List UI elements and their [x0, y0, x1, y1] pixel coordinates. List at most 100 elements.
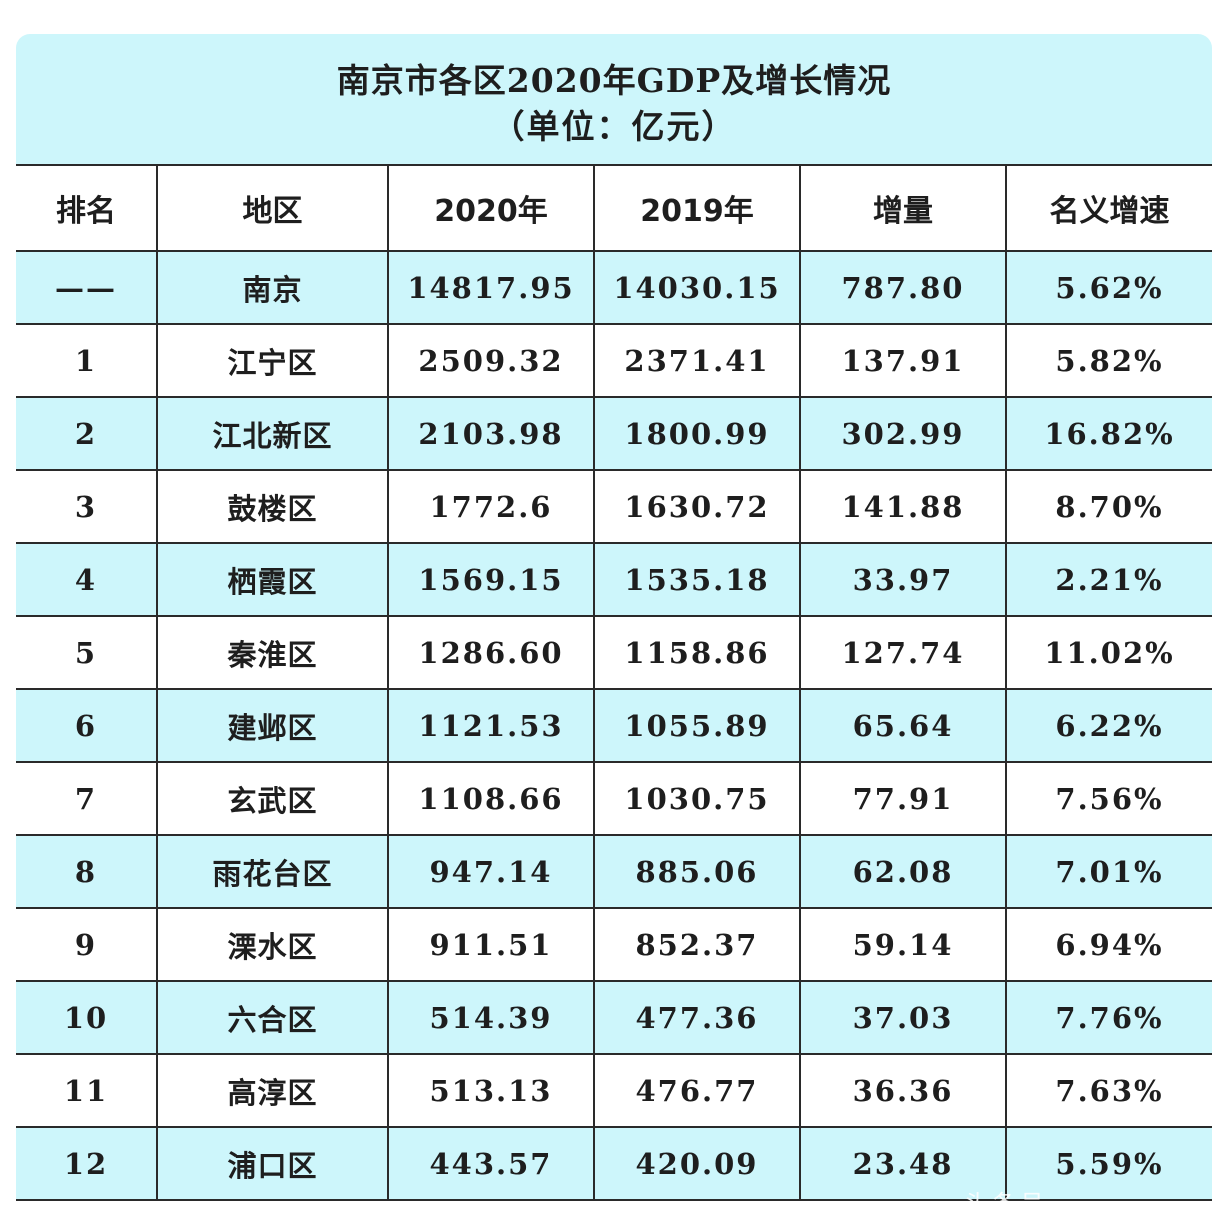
- header-2019: 2019年: [594, 166, 801, 252]
- cell-rank: 6: [16, 689, 158, 763]
- cell-rank: 2: [16, 397, 158, 471]
- header-growth: 名义增速: [1006, 166, 1212, 252]
- cell-2020: 2103.98: [388, 397, 595, 471]
- cell-rank: ——: [16, 251, 158, 325]
- cell-region: 建邺区: [157, 689, 389, 763]
- cell-2020: 443.57: [388, 1127, 595, 1201]
- cell-region: 南京: [157, 251, 389, 325]
- cell-growth: 7.63%: [1006, 1054, 1212, 1128]
- cell-region: 玄武区: [157, 762, 389, 836]
- cell-increase: 37.03: [800, 981, 1007, 1055]
- table-title: 南京市各区2020年GDP及增长情况: [336, 61, 892, 100]
- cell-2019: 14030.15: [594, 251, 801, 325]
- cell-region: 秦淮区: [157, 616, 389, 690]
- cell-increase: 137.91: [800, 324, 1007, 398]
- cell-rank: 8: [16, 835, 158, 909]
- table-row: 2 江北新区 2103.98 1800.99 302.99 16.82%: [16, 397, 1212, 471]
- cell-rank: 10: [16, 981, 158, 1055]
- cell-2020: 514.39: [388, 981, 595, 1055]
- table-row: 9 溧水区 911.51 852.37 59.14 6.94%: [16, 908, 1212, 982]
- cell-growth: 6.94%: [1006, 908, 1212, 982]
- table-body: —— 南京 14817.95 14030.15 787.80 5.62% 1 江宁区 2509.…: [16, 251, 1212, 1201]
- table-header-row: 排名 地区 2020年 2019年 增量 名义增速: [16, 166, 1212, 252]
- table-row: 12 浦口区 443.57 420.09 23.48 5.59%: [16, 1127, 1212, 1201]
- cell-growth: 5.62%: [1006, 251, 1212, 325]
- cell-region: 浦口区: [157, 1127, 389, 1201]
- cell-growth: 8.70%: [1006, 470, 1212, 544]
- cell-2020: 911.51: [388, 908, 595, 982]
- cell-2020: 1108.66: [388, 762, 595, 836]
- cell-growth: 2.21%: [1006, 543, 1212, 617]
- table-row: 11 高淳区 513.13 476.77 36.36 7.63%: [16, 1054, 1212, 1128]
- cell-2020: 1121.53: [388, 689, 595, 763]
- cell-rank: 3: [16, 470, 158, 544]
- cell-2020: 1286.60: [388, 616, 595, 690]
- cell-increase: 77.91: [800, 762, 1007, 836]
- cell-2019: 1535.18: [594, 543, 801, 617]
- table-row: 3 鼓楼区 1772.6 1630.72 141.88 8.70%: [16, 470, 1212, 544]
- cell-2019: 2371.41: [594, 324, 801, 398]
- cell-region: 高淳区: [157, 1054, 389, 1128]
- cell-increase: 23.48: [800, 1127, 1007, 1201]
- gdp-table-card: 南京市各区2020年GDP及增长情况 （单位：亿元） 排名 地区 2020年 2…: [16, 34, 1212, 1202]
- cell-2020: 947.14: [388, 835, 595, 909]
- cell-rank: 9: [16, 908, 158, 982]
- cell-increase: 787.80: [800, 251, 1007, 325]
- table-row: 5 秦淮区 1286.60 1158.86 127.74 11.02%: [16, 616, 1212, 690]
- cell-rank: 1: [16, 324, 158, 398]
- cell-2019: 852.37: [594, 908, 801, 982]
- cell-2019: 420.09: [594, 1127, 801, 1201]
- cell-2020: 14817.95: [388, 251, 595, 325]
- cell-region: 鼓楼区: [157, 470, 389, 544]
- cell-2020: 513.13: [388, 1054, 595, 1128]
- cell-increase: 33.97: [800, 543, 1007, 617]
- cell-growth: 16.82%: [1006, 397, 1212, 471]
- cell-region: 溧水区: [157, 908, 389, 982]
- cell-region: 江宁区: [157, 324, 389, 398]
- header-region: 地区: [157, 166, 389, 252]
- cell-increase: 62.08: [800, 835, 1007, 909]
- cell-2019: 1055.89: [594, 689, 801, 763]
- table-unit: （单位：亿元）: [491, 107, 737, 146]
- cell-2019: 476.77: [594, 1054, 801, 1128]
- cell-2020: 2509.32: [388, 324, 595, 398]
- cell-increase: 302.99: [800, 397, 1007, 471]
- cell-2019: 1800.99: [594, 397, 801, 471]
- cell-growth: 5.82%: [1006, 324, 1212, 398]
- table-row: 10 六合区 514.39 477.36 37.03 7.76%: [16, 981, 1212, 1055]
- table-row: —— 南京 14817.95 14030.15 787.80 5.62%: [16, 251, 1212, 325]
- cell-rank: 4: [16, 543, 158, 617]
- cell-increase: 141.88: [800, 470, 1007, 544]
- cell-2019: 1030.75: [594, 762, 801, 836]
- table-row: 7 玄武区 1108.66 1030.75 77.91 7.56%: [16, 762, 1212, 836]
- cell-2019: 477.36: [594, 981, 801, 1055]
- cell-growth: 7.01%: [1006, 835, 1212, 909]
- table-row: 8 雨花台区 947.14 885.06 62.08 7.01%: [16, 835, 1212, 909]
- cell-increase: 36.36: [800, 1054, 1007, 1128]
- header-increase: 增量: [800, 166, 1007, 252]
- cell-growth: 7.76%: [1006, 981, 1212, 1055]
- cell-increase: 65.64: [800, 689, 1007, 763]
- cell-growth: 6.22%: [1006, 689, 1212, 763]
- cell-increase: 127.74: [800, 616, 1007, 690]
- cell-2019: 1158.86: [594, 616, 801, 690]
- cell-increase: 59.14: [800, 908, 1007, 982]
- cell-2020: 1569.15: [388, 543, 595, 617]
- table-row: 4 栖霞区 1569.15 1535.18 33.97 2.21%: [16, 543, 1212, 617]
- header-rank: 排名: [16, 166, 158, 252]
- cell-rank: 12: [16, 1127, 158, 1201]
- cell-rank: 5: [16, 616, 158, 690]
- gdp-table: 排名 地区 2020年 2019年 增量 名义增速 —— 南京 14817.95 14…: [16, 166, 1212, 1201]
- cell-region: 江北新区: [157, 397, 389, 471]
- cell-region: 六合区: [157, 981, 389, 1055]
- cell-rank: 7: [16, 762, 158, 836]
- cell-growth: 11.02%: [1006, 616, 1212, 690]
- table-row: 1 江宁区 2509.32 2371.41 137.91 5.82%: [16, 324, 1212, 398]
- cell-2019: 1630.72: [594, 470, 801, 544]
- cell-rank: 11: [16, 1054, 158, 1128]
- header-2020: 2020年: [388, 166, 595, 252]
- cell-region: 栖霞区: [157, 543, 389, 617]
- table-row: 6 建邺区 1121.53 1055.89 65.64 6.22%: [16, 689, 1212, 763]
- cell-growth: 7.56%: [1006, 762, 1212, 836]
- table-title-box: 南京市各区2020年GDP及增长情况 （单位：亿元）: [16, 34, 1212, 166]
